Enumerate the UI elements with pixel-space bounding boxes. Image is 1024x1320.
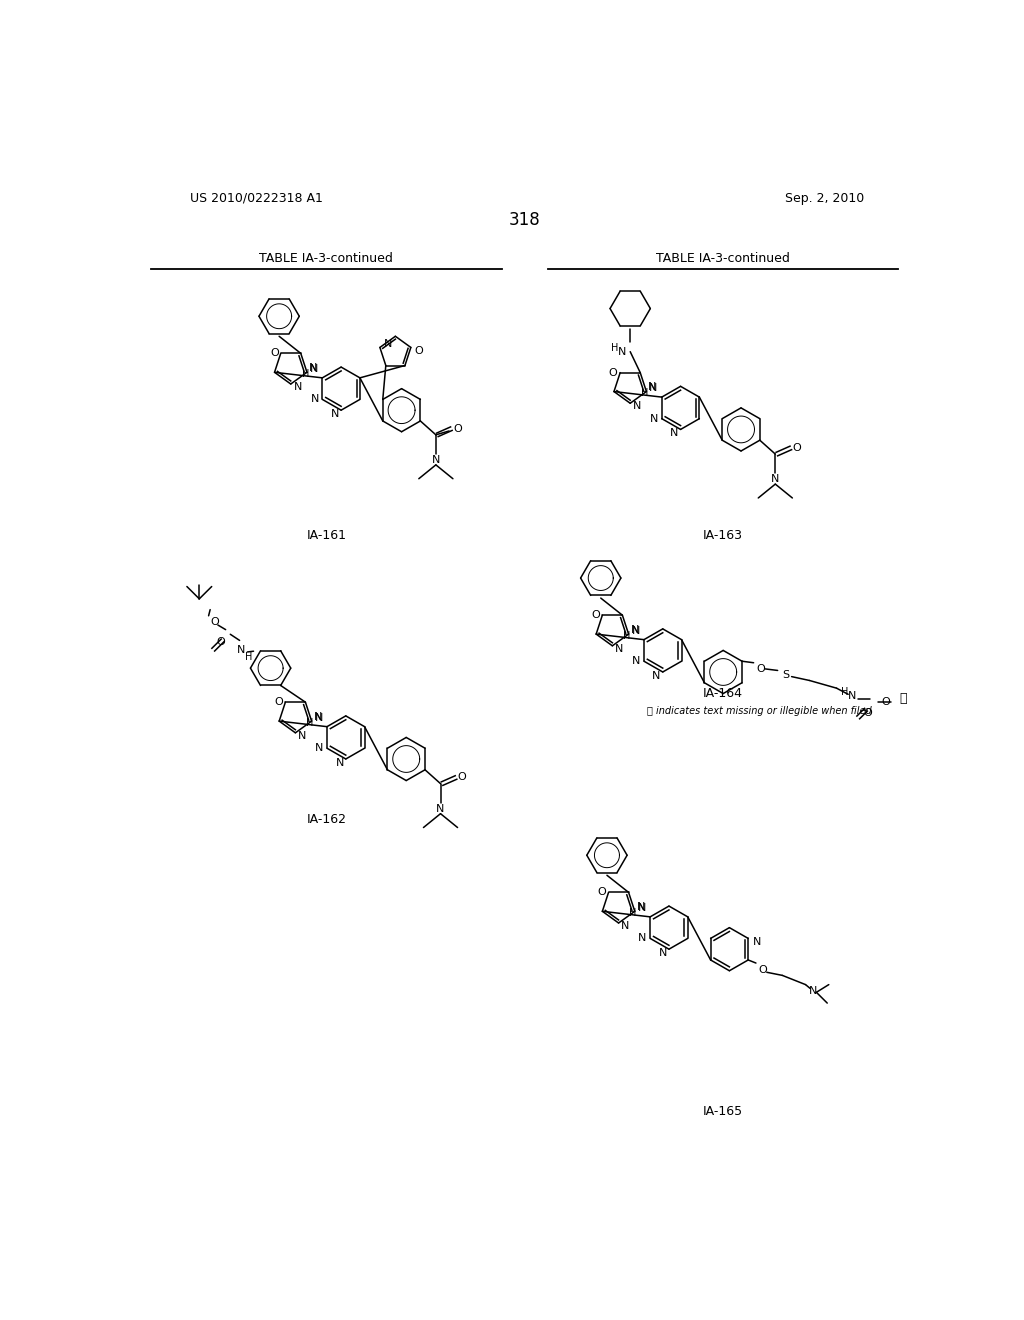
Text: N: N <box>309 364 318 375</box>
Text: O: O <box>759 965 767 975</box>
Text: 318: 318 <box>509 211 541 228</box>
Text: N: N <box>649 384 657 393</box>
Text: N: N <box>652 671 660 681</box>
Text: N: N <box>648 381 656 392</box>
Text: N: N <box>336 758 344 768</box>
Text: O: O <box>793 444 802 453</box>
Text: N: N <box>658 948 667 958</box>
Text: H: H <box>302 370 309 379</box>
Text: TABLE IA-3-continued: TABLE IA-3-continued <box>656 252 791 265</box>
Text: N: N <box>650 413 658 424</box>
Text: O: O <box>591 610 600 620</box>
Text: O: O <box>274 697 283 708</box>
Text: IA-163: IA-163 <box>703 529 743 543</box>
Text: IA-164: IA-164 <box>703 686 743 700</box>
Text: N: N <box>631 624 639 635</box>
Text: O: O <box>454 424 462 434</box>
Text: H: H <box>611 343 618 352</box>
Text: N: N <box>383 339 392 348</box>
Text: N: N <box>615 644 624 653</box>
Text: N: N <box>618 347 627 356</box>
Text: N: N <box>310 395 318 404</box>
Text: H: H <box>641 388 648 399</box>
Text: S: S <box>782 671 790 680</box>
Text: H: H <box>245 652 253 663</box>
Text: N: N <box>632 626 640 636</box>
Text: N: N <box>298 731 306 741</box>
Text: N: N <box>436 804 444 814</box>
Text: O: O <box>415 346 423 356</box>
Text: O: O <box>863 708 871 718</box>
Text: O: O <box>756 664 765 675</box>
Text: IA-165: IA-165 <box>703 1105 743 1118</box>
Text: N: N <box>237 645 246 656</box>
Text: N: N <box>638 933 646 944</box>
Text: N: N <box>331 409 339 418</box>
Text: N: N <box>633 401 641 412</box>
Text: O: O <box>458 772 467 783</box>
Text: N: N <box>637 902 645 912</box>
Text: H: H <box>306 718 313 727</box>
Text: N: N <box>754 937 762 948</box>
Text: O: O <box>597 887 606 898</box>
Text: Sep. 2, 2010: Sep. 2, 2010 <box>785 191 864 205</box>
Text: N: N <box>432 455 440 465</box>
Text: N: N <box>638 903 646 913</box>
Text: TABLE IA-3-continued: TABLE IA-3-continued <box>259 252 393 265</box>
Text: N: N <box>848 690 856 701</box>
Text: N: N <box>632 656 640 667</box>
Text: N: N <box>294 381 302 392</box>
Text: N: N <box>670 428 679 438</box>
Text: US 2010/0222318 A1: US 2010/0222318 A1 <box>190 191 323 205</box>
Text: Ⓡ: Ⓡ <box>899 693 907 705</box>
Text: N: N <box>313 711 322 722</box>
Text: H: H <box>630 908 637 917</box>
Text: IA-162: IA-162 <box>306 813 346 825</box>
Text: O: O <box>270 348 279 358</box>
Text: O: O <box>217 638 225 647</box>
Text: N: N <box>622 921 630 931</box>
Text: O: O <box>609 367 617 378</box>
Text: IA-161: IA-161 <box>306 529 346 543</box>
Text: O: O <box>210 616 219 627</box>
Text: Ⓡ indicates text missing or illegible when filed: Ⓡ indicates text missing or illegible wh… <box>647 706 872 717</box>
Text: N: N <box>809 986 817 995</box>
Text: H: H <box>624 631 631 640</box>
Text: O: O <box>881 697 890 708</box>
Text: N: N <box>314 713 323 723</box>
Text: N: N <box>309 363 317 372</box>
Text: N: N <box>771 474 779 484</box>
Text: H: H <box>841 686 848 697</box>
Text: N: N <box>315 743 324 754</box>
